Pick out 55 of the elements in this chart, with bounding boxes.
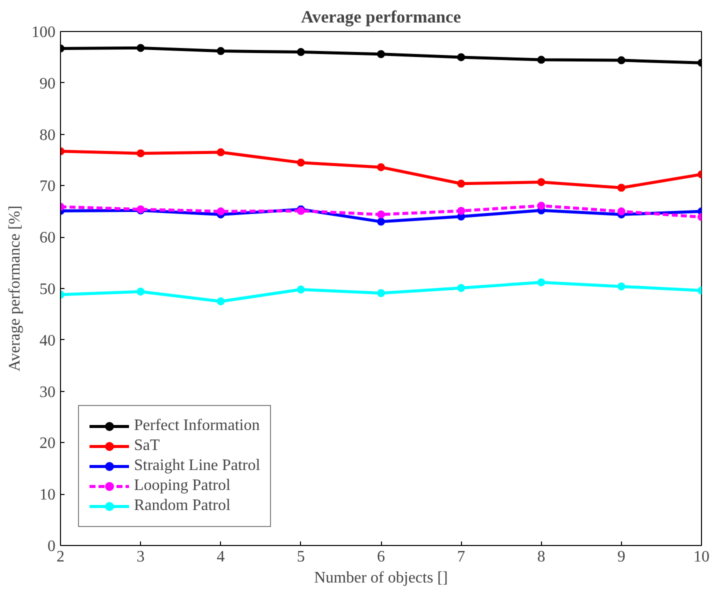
y-tick-label: 40 — [40, 332, 56, 350]
legend-label: Random Patrol — [134, 497, 230, 515]
point — [457, 180, 466, 188]
x-tick-label: 8 — [537, 548, 546, 566]
point — [136, 288, 145, 296]
x-tick-label: 9 — [617, 548, 626, 566]
point — [617, 56, 626, 64]
point — [216, 47, 225, 56]
y-tick-label: 0 — [48, 538, 56, 555]
point — [377, 218, 385, 226]
y-tick-label: 90 — [40, 75, 56, 92]
y-tick-label: 30 — [40, 384, 56, 401]
point — [457, 53, 466, 62]
point — [377, 289, 385, 298]
point — [377, 210, 385, 218]
legend-label: Perfect Information — [134, 417, 260, 435]
point — [537, 278, 546, 286]
x-tick-label: 2 — [56, 548, 64, 566]
y-tick-label: 50 — [40, 281, 56, 298]
legend-label: Straight Line Patrol — [134, 457, 260, 475]
legend-label: SaT — [134, 437, 160, 455]
x-tick-label: 5 — [296, 548, 305, 566]
point — [457, 284, 466, 292]
y-tick-label: 20 — [40, 435, 56, 452]
point — [537, 56, 546, 64]
point — [216, 297, 225, 306]
legend-label: Looping Patrol — [134, 477, 230, 495]
y-axis-title: Average performance [%] — [6, 206, 24, 372]
point — [296, 158, 305, 167]
y-tick-label: 70 — [40, 178, 56, 196]
x-tick-label: 7 — [457, 548, 466, 566]
point — [296, 286, 305, 294]
point — [457, 206, 466, 215]
point — [377, 163, 385, 172]
point — [537, 202, 546, 210]
x-tick-label: 3 — [136, 548, 145, 566]
y-tick-label: 10 — [40, 486, 56, 504]
point — [537, 178, 546, 186]
point — [136, 149, 145, 158]
chart-title: Average performance — [301, 8, 462, 26]
point — [617, 207, 626, 216]
y-tick-label: 60 — [40, 230, 56, 247]
x-axis-title: Number of objects [] — [314, 570, 448, 586]
y-tick-label: 80 — [40, 126, 56, 144]
point — [377, 50, 385, 58]
point — [136, 44, 145, 52]
point — [617, 282, 626, 290]
y-tick-label: 100 — [32, 24, 56, 41]
point — [216, 207, 225, 216]
point — [617, 184, 626, 192]
x-tick-label: 6 — [377, 548, 385, 566]
x-tick-label: 4 — [216, 548, 225, 566]
point — [296, 48, 305, 56]
point — [216, 148, 225, 156]
x-tick-label: 10 — [694, 548, 710, 566]
